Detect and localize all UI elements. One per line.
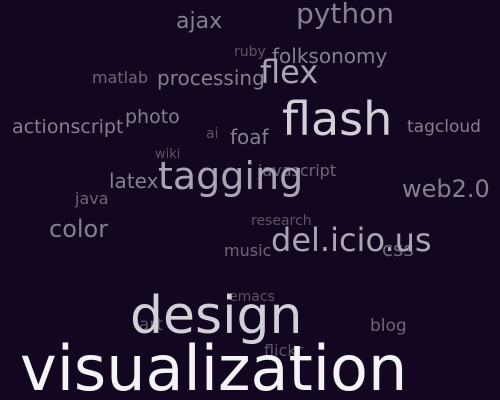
tag-foaf[interactable]: foaf: [230, 125, 269, 149]
tag-ai[interactable]: ai: [206, 126, 219, 142]
tag-visualization[interactable]: visualization: [20, 332, 408, 400]
tag-folksonomy[interactable]: folksonomy: [272, 44, 388, 68]
tag-wiki[interactable]: wiki: [155, 147, 181, 162]
tag-actionscript[interactable]: actionscript: [12, 116, 124, 138]
tag-music[interactable]: music: [224, 241, 272, 260]
tag-research[interactable]: research: [251, 213, 312, 229]
tag-photo[interactable]: photo: [125, 106, 180, 128]
tag-latex[interactable]: latex: [109, 169, 159, 193]
tag-web20[interactable]: web2.0: [402, 175, 490, 203]
tag-tagging[interactable]: tagging: [158, 154, 304, 198]
tag-processing[interactable]: processing: [157, 66, 265, 90]
tag-tagcloud[interactable]: tagcloud: [407, 117, 481, 137]
tag-flash[interactable]: flash: [282, 92, 393, 146]
tag-ruby[interactable]: ruby: [234, 44, 266, 60]
tag-delicious[interactable]: del.icio.us: [271, 221, 432, 259]
tag-css[interactable]: css: [382, 237, 414, 261]
tag-art[interactable]: art: [139, 315, 164, 335]
tag-color[interactable]: color: [49, 215, 109, 243]
tag-java[interactable]: java: [75, 189, 109, 208]
tag-emacs[interactable]: emacs: [229, 289, 275, 305]
tag-design[interactable]: design: [130, 286, 303, 346]
tag-flex[interactable]: flex: [260, 53, 319, 91]
tag-javascript[interactable]: javascript: [258, 161, 337, 180]
tag-python[interactable]: python: [296, 0, 394, 30]
tag-matlab[interactable]: matlab: [92, 68, 149, 87]
tag-flickr[interactable]: flickr: [264, 341, 304, 360]
tag-blog[interactable]: blog: [370, 316, 407, 336]
tag-ajax[interactable]: ajax: [176, 9, 223, 34]
